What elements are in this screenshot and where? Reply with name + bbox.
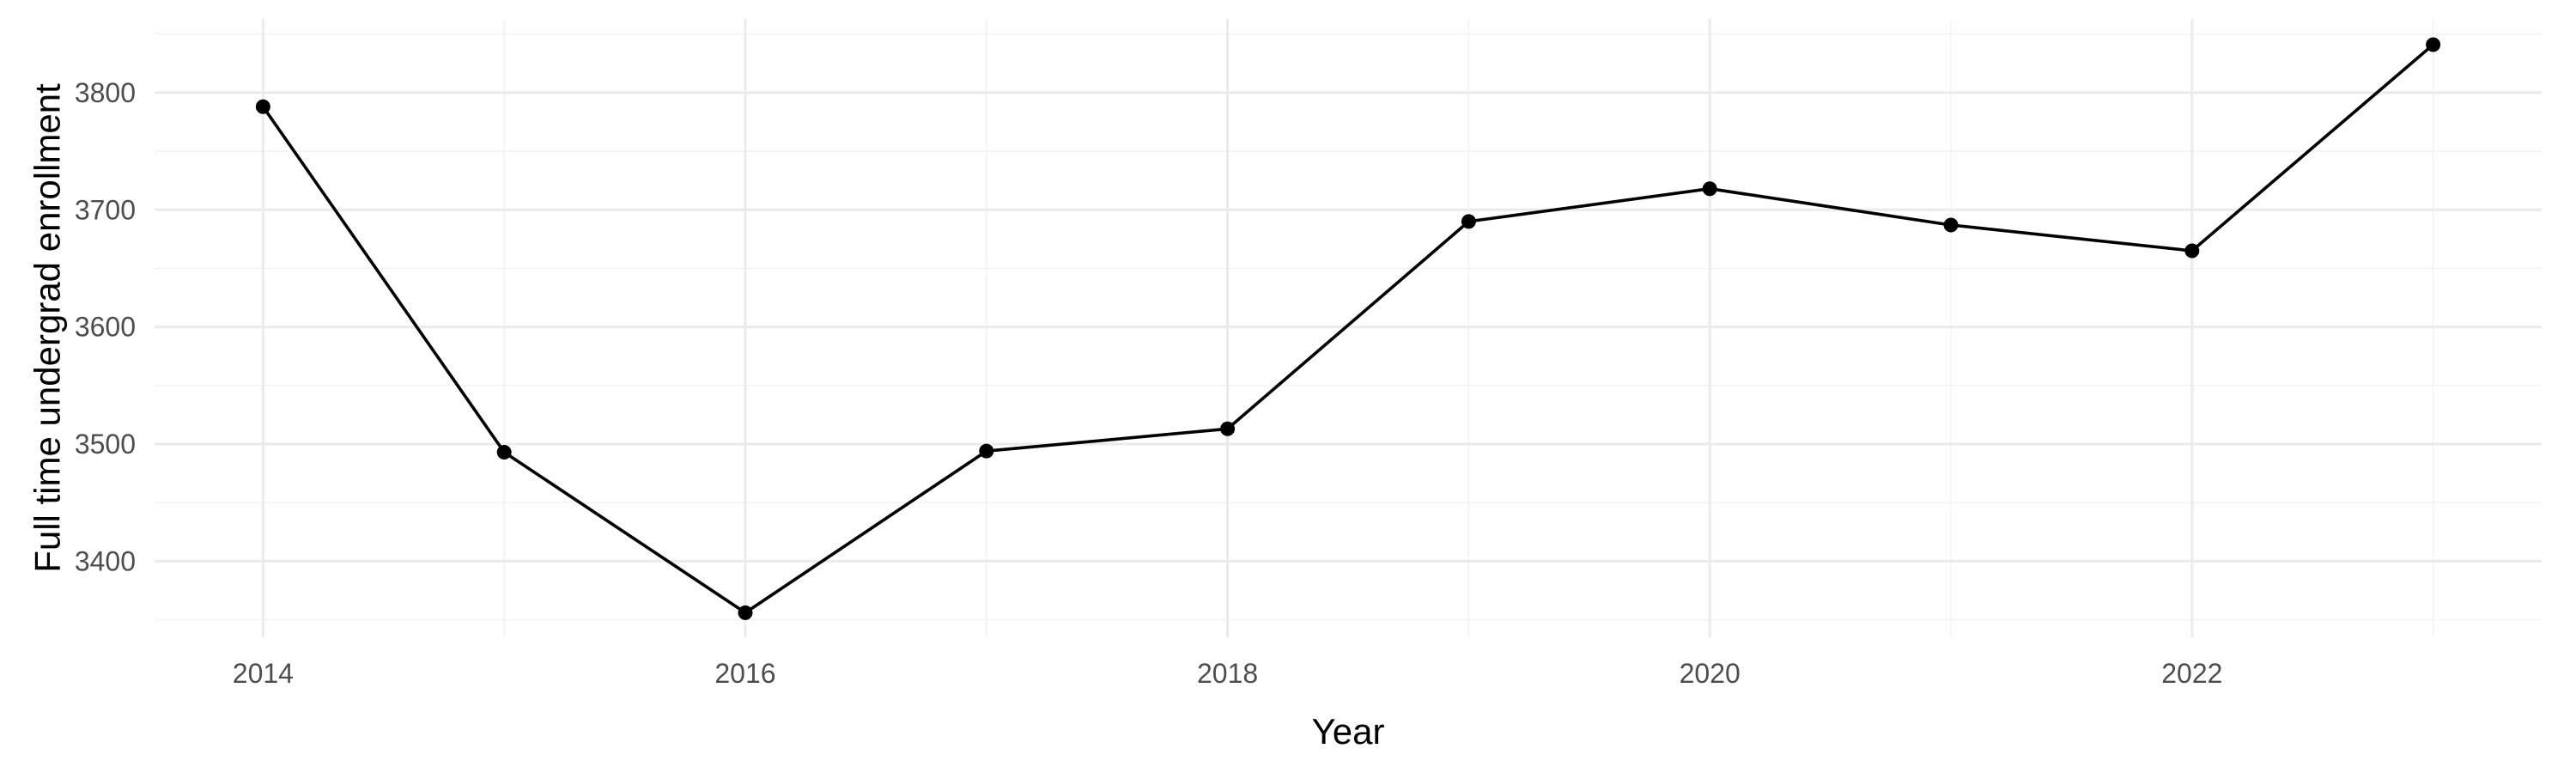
y-axis-title: Full time undergrad enrollment (27, 83, 68, 573)
grid-lines (155, 19, 2542, 637)
x-tick-label: 2018 (1197, 658, 1258, 689)
series-line-0 (261, 43, 2435, 615)
data-point-2016 (738, 605, 753, 620)
x-tick-label: 2014 (233, 658, 294, 689)
data-point-2018 (1220, 421, 1236, 436)
y-tick-label: 3500 (75, 429, 136, 460)
x-tick-label: 2016 (714, 658, 775, 689)
data-point-2017 (979, 443, 994, 459)
data-point-2019 (1461, 214, 1476, 229)
series-layer (255, 37, 2441, 620)
y-tick-label: 3800 (75, 77, 136, 108)
y-tick-label: 3400 (75, 545, 136, 576)
x-tick-label: 2020 (1680, 658, 1741, 689)
data-point-2022 (2184, 243, 2200, 259)
x-axis-title: Year (1312, 711, 1385, 752)
x-axis-tick-labels: 2014 2016 2018 2020 2022 (233, 658, 2223, 689)
data-point-2021 (1943, 217, 1959, 233)
y-tick-label: 3700 (75, 194, 136, 225)
y-axis-tick-labels: 3400 3500 3600 3700 3800 (75, 77, 136, 576)
y-tick-label: 3600 (75, 312, 136, 343)
data-point-2014 (255, 99, 270, 114)
data-point-2015 (496, 445, 512, 460)
data-point-2023 (2426, 37, 2441, 52)
data-point-2020 (1702, 181, 1717, 197)
x-tick-label: 2022 (2161, 658, 2222, 689)
